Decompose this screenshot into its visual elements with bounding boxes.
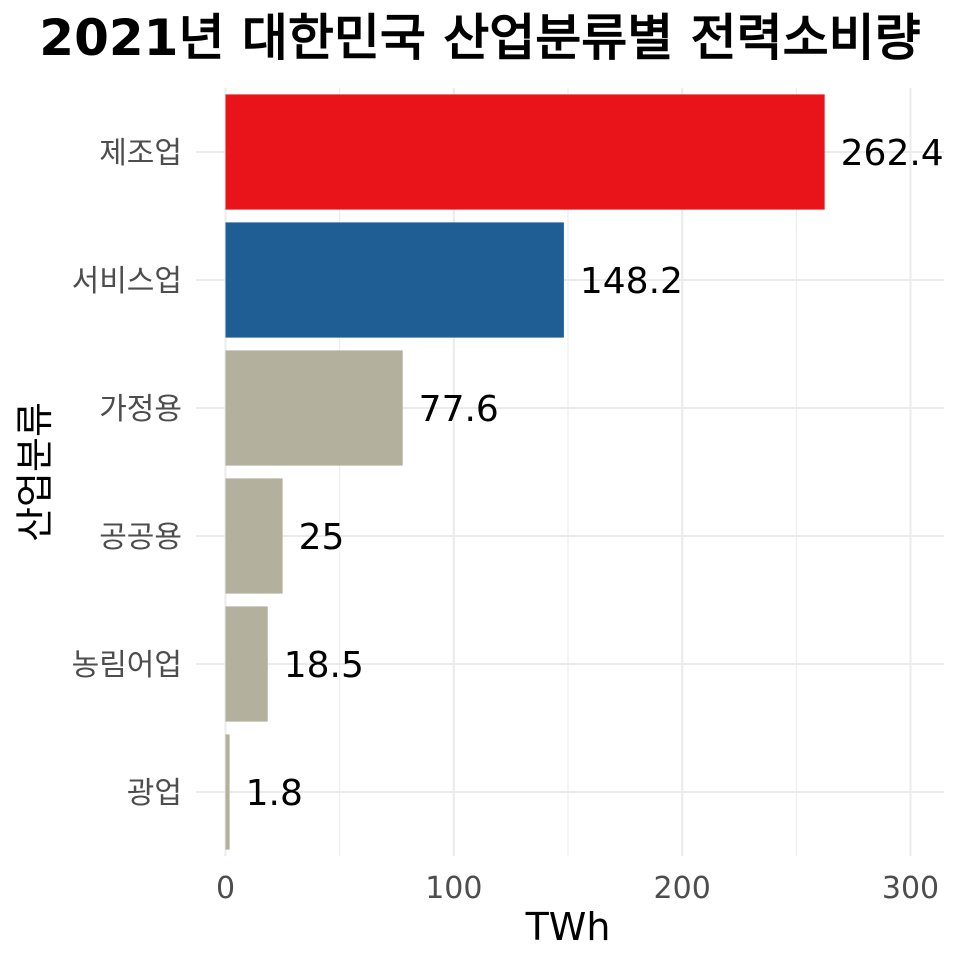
- x-tick-labels: 0 100 200 300: [216, 871, 939, 906]
- y-tick-label: 제조업: [99, 136, 182, 171]
- bar: [225, 350, 403, 466]
- y-axis-title: 산업분류: [13, 402, 57, 542]
- x-tick-label: 200: [654, 871, 711, 906]
- y-tick-label: 가정용: [99, 392, 182, 427]
- x-tick-label: 100: [425, 871, 482, 906]
- bar: [225, 222, 564, 338]
- y-tick-label: 공공용: [99, 520, 182, 555]
- bar-value-label: 262.4: [841, 133, 944, 174]
- x-axis-title: TWh: [525, 905, 611, 949]
- bars: [225, 94, 825, 850]
- y-tick-label: 서비스업: [72, 264, 182, 299]
- bar: [225, 94, 825, 210]
- bar-value-label: 148.2: [580, 261, 683, 302]
- bar-value-label: 1.8: [246, 773, 303, 814]
- x-tick-label: 0: [216, 871, 235, 906]
- bar: [225, 478, 283, 594]
- bar-value-label: 18.5: [284, 645, 364, 686]
- y-tick-label: 농림어업: [72, 648, 182, 683]
- bar: [225, 606, 268, 722]
- x-tick-label: 300: [882, 871, 939, 906]
- y-tick-label: 광업: [127, 776, 182, 811]
- bar-value-label: 25: [299, 517, 345, 558]
- bar-value-labels: 262.4 148.2 77.6 25 18.5 1.8: [246, 133, 944, 814]
- bar-value-label: 77.6: [419, 389, 499, 430]
- chart-title: 2021년 대한민국 산업분류별 전력소비량: [39, 9, 921, 67]
- bar: [225, 734, 230, 850]
